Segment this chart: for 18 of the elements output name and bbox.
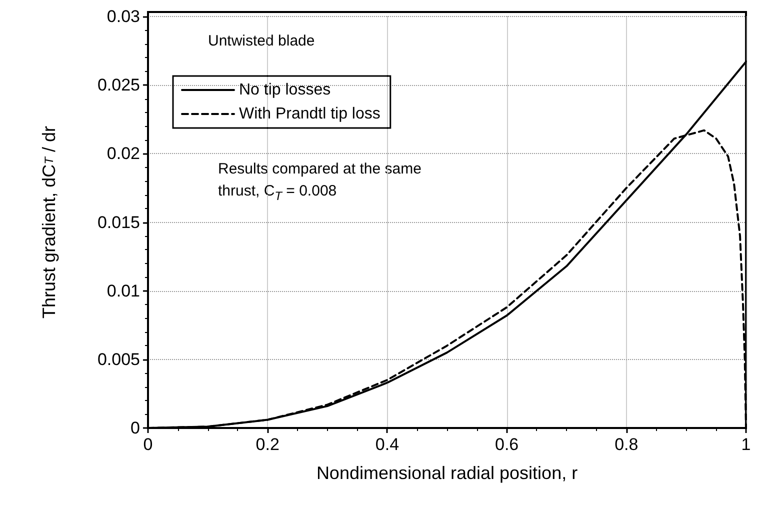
y-axis-title: Thrust gradient, dCT / dr bbox=[39, 126, 59, 318]
y-tick-label: 0 bbox=[130, 418, 140, 438]
annotation: Untwisted blade bbox=[208, 32, 315, 50]
y-tick-label: 0.02 bbox=[106, 144, 140, 164]
y-tick-label: 0.03 bbox=[106, 7, 140, 26]
x-tick-label: 0 bbox=[143, 435, 153, 454]
y-tick-label: 0.01 bbox=[106, 281, 140, 300]
y-tick-label: 0.005 bbox=[97, 350, 140, 369]
y-tick-label: 0.015 bbox=[97, 212, 140, 232]
x-tick-label: 0.8 bbox=[614, 435, 638, 454]
legend-label: No tip losses bbox=[239, 82, 331, 98]
x-tick-label: 0.6 bbox=[494, 435, 519, 454]
x-axis-title: Nondimensional radial position, r bbox=[316, 463, 578, 483]
y-tick-label: 0.025 bbox=[97, 76, 140, 95]
x-tick-label: 0.4 bbox=[375, 435, 400, 454]
x-tick-label: 1 bbox=[741, 435, 751, 454]
x-tick-label: 0.2 bbox=[256, 435, 280, 454]
legend-label: With Prandtl tip loss bbox=[239, 106, 380, 122]
